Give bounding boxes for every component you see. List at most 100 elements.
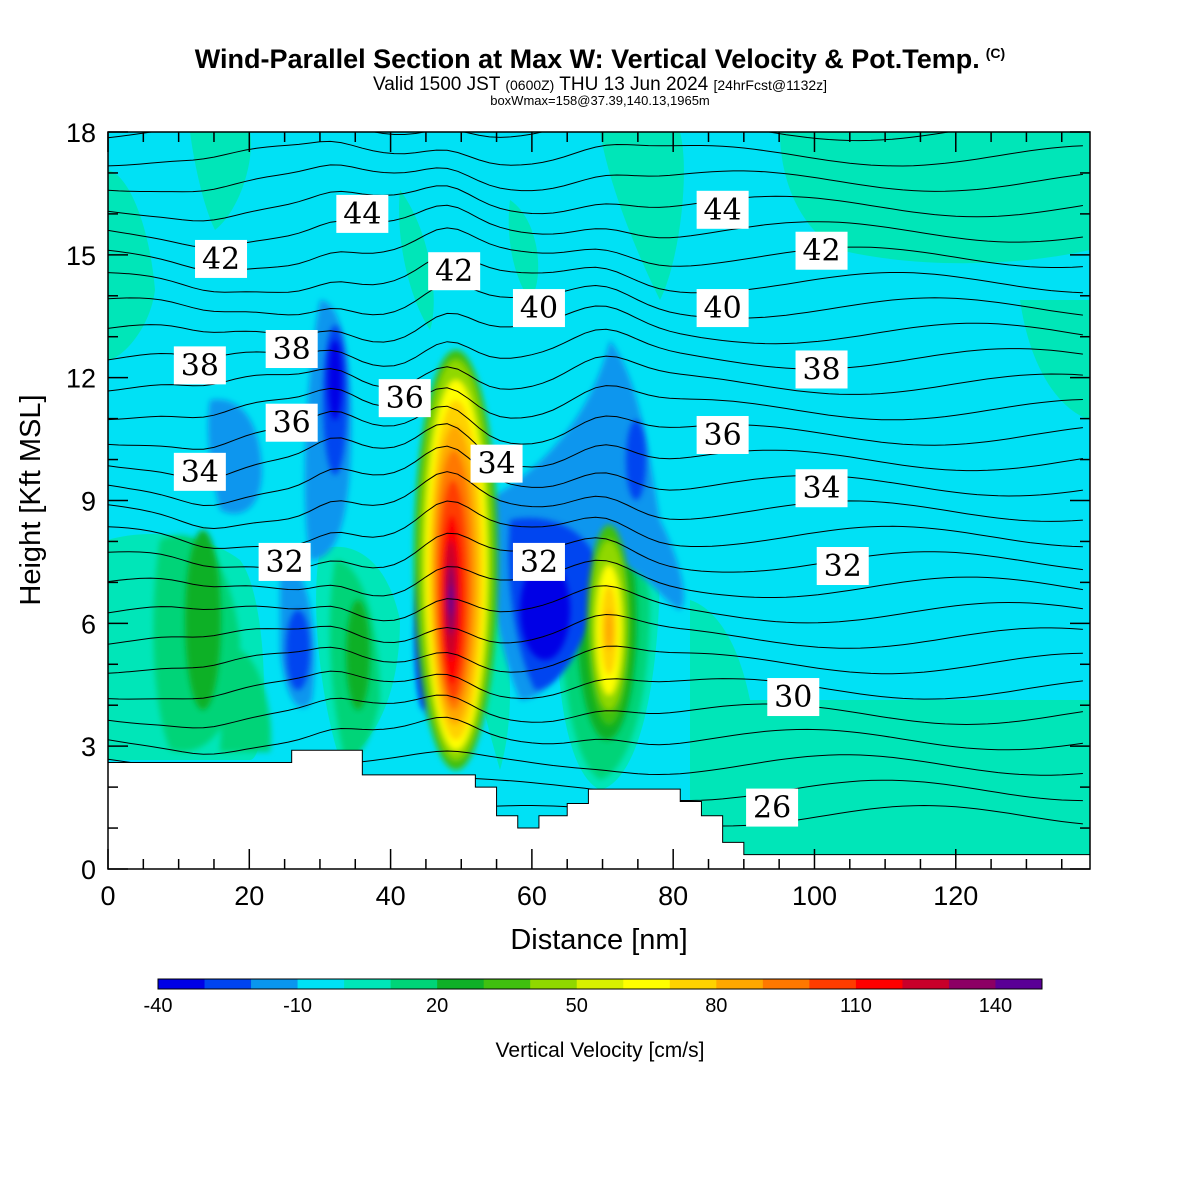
colorbar-tick-label: 50 bbox=[566, 995, 588, 1017]
colorbar-swatch bbox=[576, 979, 624, 989]
contour-label-box bbox=[378, 379, 431, 418]
copyright-mark: (C) bbox=[985, 45, 1006, 61]
contour-label-text: 42 bbox=[802, 234, 840, 269]
colorbar-swatch bbox=[948, 979, 996, 989]
contour-label-text: 38 bbox=[273, 332, 311, 367]
contour-label: 38 bbox=[795, 350, 848, 389]
contour-label: 26 bbox=[746, 788, 799, 827]
contour-label-box bbox=[428, 252, 481, 291]
contour-label: 38 bbox=[173, 346, 226, 385]
isentrope-line bbox=[108, 355, 1083, 395]
colorbar-swatch bbox=[623, 979, 671, 989]
contour-label-text: 34 bbox=[181, 455, 219, 490]
contour-label: 36 bbox=[696, 415, 749, 454]
y-tick-label: 12 bbox=[66, 364, 96, 394]
contour-label-box bbox=[795, 350, 848, 389]
contour-label-box bbox=[258, 542, 311, 581]
colorbar-swatch bbox=[437, 979, 485, 989]
isentrope-line bbox=[108, 227, 1083, 272]
contour-label-text: 40 bbox=[704, 291, 742, 326]
colorbar-swatch bbox=[530, 979, 578, 989]
contour-label-text: 34 bbox=[477, 447, 515, 482]
contour-label: 34 bbox=[795, 469, 848, 508]
contour-label-text: 26 bbox=[753, 791, 791, 826]
contour-label-text: 32 bbox=[520, 545, 558, 580]
x-tick-label: 40 bbox=[376, 881, 406, 911]
plot-area: 44 44 42 42 42 40 40 38 38 38 36 36 36 34 34 34 32 32 32 30… bbox=[108, 132, 1090, 869]
colorbar-swatch bbox=[809, 979, 857, 989]
contour-label-text: 32 bbox=[824, 549, 862, 584]
colorbar-swatch bbox=[251, 979, 299, 989]
x-tick-label: 80 bbox=[658, 881, 688, 911]
isentrope-line bbox=[108, 445, 1083, 507]
contour-label: 42 bbox=[195, 239, 248, 278]
contour-label-text: 36 bbox=[386, 381, 424, 416]
contour-label-box bbox=[265, 403, 318, 442]
x-tick-label: 100 bbox=[792, 881, 837, 911]
contour-label-box bbox=[512, 542, 565, 581]
contour-label-box bbox=[265, 330, 318, 369]
chart-title: Wind-Parallel Section at Max W: Vertical… bbox=[194, 44, 1006, 74]
x-tick-label: 20 bbox=[234, 881, 264, 911]
y-tick-label: 15 bbox=[66, 241, 96, 271]
colorbar-tick-label: 80 bbox=[705, 995, 727, 1017]
colorbar-frame bbox=[157, 978, 1043, 990]
contour-label-box bbox=[795, 469, 848, 508]
contour-labels: 44 44 42 42 42 40 40 38 38 38 36 36 36 34 34 34 32 32 32 30… bbox=[173, 190, 869, 827]
contour-label-text: 36 bbox=[704, 418, 742, 453]
isentrope-line bbox=[108, 185, 1083, 222]
colorbar-swatch bbox=[390, 979, 438, 989]
contour-label-text: 36 bbox=[273, 406, 311, 441]
isentrope-line bbox=[108, 253, 1083, 294]
contour-label: 40 bbox=[512, 289, 565, 328]
colorbar bbox=[157, 978, 1043, 990]
contour-label: 32 bbox=[258, 542, 311, 581]
secondary-updraft-core bbox=[587, 525, 631, 725]
contour-label-text: 42 bbox=[202, 242, 240, 277]
contour-label: 44 bbox=[336, 194, 389, 233]
colorbar-tick-label: 20 bbox=[426, 995, 448, 1017]
contour-label-box bbox=[195, 239, 248, 278]
contour-label-text: 40 bbox=[520, 291, 558, 326]
contour-label-box bbox=[173, 452, 226, 491]
y-tick-label: 9 bbox=[81, 487, 96, 517]
colorbar-labels: -40 -10 20 50 80 110 140 bbox=[144, 995, 1013, 1017]
contour-label-box bbox=[816, 547, 869, 586]
colorbar-tick-label: 110 bbox=[840, 995, 872, 1017]
terrain-mask bbox=[108, 749, 1090, 869]
colorbar-tick-label: -40 bbox=[144, 995, 173, 1017]
x-tick-label: 0 bbox=[100, 881, 115, 911]
isentrope-line bbox=[108, 423, 1083, 481]
chart-subtitle: Valid 1500 JST (0600Z) THU 13 Jun 2024 [… bbox=[372, 74, 828, 95]
main-updraft-core bbox=[414, 350, 498, 770]
x-axis-title: Distance [nm] bbox=[510, 924, 687, 956]
contour-label-text: 42 bbox=[435, 254, 473, 289]
contour-label-box bbox=[696, 415, 749, 454]
y-tick-labels: 0 3 6 9 12 15 18 bbox=[66, 118, 96, 885]
contour-label-box bbox=[696, 190, 749, 229]
contour-label-box bbox=[746, 788, 799, 827]
isentrope-line bbox=[108, 471, 1083, 530]
contour-label: 40 bbox=[696, 289, 749, 328]
contour-label-box bbox=[767, 678, 820, 717]
contour-label-box bbox=[336, 194, 389, 233]
colorbar-swatch bbox=[483, 979, 531, 989]
colorbar-swatch bbox=[995, 979, 1043, 989]
contour-label-text: 38 bbox=[181, 348, 219, 383]
contour-label: 42 bbox=[428, 252, 481, 291]
isentrope-line bbox=[108, 585, 1083, 624]
contour-label: 38 bbox=[265, 330, 318, 369]
isentrope-line bbox=[108, 716, 1083, 755]
colorbar-swatch bbox=[762, 979, 810, 989]
isentrope-line bbox=[108, 385, 1083, 421]
contour-label: 42 bbox=[795, 231, 848, 270]
contour-label-text: 32 bbox=[266, 545, 304, 580]
contour-label-box bbox=[696, 289, 749, 328]
x-tick-label: 60 bbox=[517, 881, 547, 911]
x-tick-label: 120 bbox=[933, 881, 978, 911]
contour-label-text: 30 bbox=[774, 680, 812, 715]
colorbar-title: Vertical Velocity [cm/s] bbox=[496, 1039, 705, 1062]
contour-label: 36 bbox=[265, 403, 318, 442]
contour-label-box bbox=[512, 289, 565, 328]
contour-label-text: 34 bbox=[802, 471, 840, 506]
